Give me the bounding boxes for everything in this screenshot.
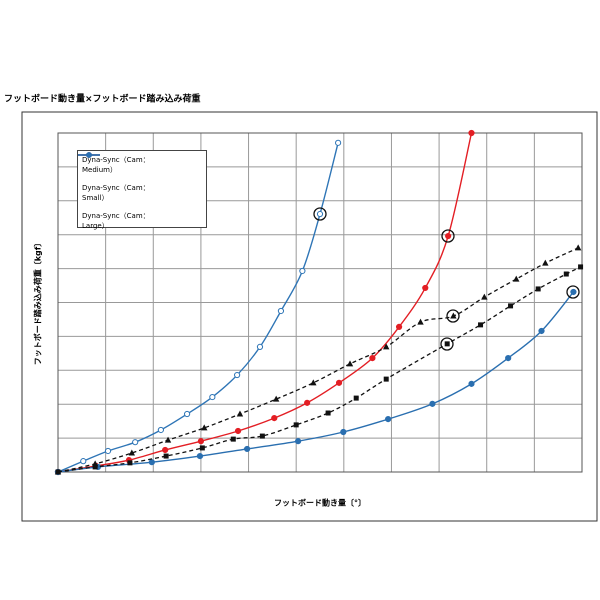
marker	[196, 452, 204, 460]
marker	[128, 449, 136, 456]
marker	[335, 379, 343, 386]
legend-marker	[86, 152, 92, 158]
marker	[445, 232, 452, 240]
legend-item: Dyna-Sync（Cam：Large）	[78, 152, 202, 231]
marker	[444, 341, 450, 347]
chart-frame	[21, 111, 598, 522]
highlight-ring	[441, 229, 455, 243]
highlight-ring	[440, 337, 454, 351]
marker	[429, 400, 436, 407]
marker	[199, 445, 205, 451]
y-axis-label: フットボード踏み込み荷重〔kgf〕	[33, 239, 43, 366]
series-markers	[55, 264, 584, 475]
plot-frame	[57, 132, 583, 473]
marker	[353, 395, 359, 401]
marker	[310, 379, 317, 386]
marker	[422, 284, 429, 292]
legend: Dyna-Sync（Cam：Medium） Dyna-Sync（Cam：Small…	[77, 150, 207, 231]
marker	[383, 343, 390, 350]
marker	[55, 469, 61, 475]
legend-swatch	[78, 152, 100, 158]
marker	[450, 312, 457, 319]
marker	[578, 264, 584, 270]
marker	[563, 271, 569, 277]
marker	[162, 446, 169, 454]
legend-label: Dyna-Sync（Cam：Large）	[82, 212, 150, 230]
marker	[230, 436, 236, 442]
marker	[164, 436, 172, 443]
highlight-ring	[446, 309, 460, 323]
marker	[197, 438, 205, 445]
marker	[148, 459, 155, 466]
series-markers	[54, 288, 577, 476]
highlight-ring	[566, 285, 580, 299]
highlight-ring	[313, 207, 327, 221]
marker	[80, 458, 87, 465]
x-axis-label: フットボード動き量〔°〕	[274, 498, 366, 508]
marker	[209, 393, 216, 401]
marker	[385, 416, 392, 423]
marker	[369, 354, 376, 362]
marker	[132, 439, 139, 446]
marker	[294, 438, 302, 445]
legend-item: Dyna-Sync（Cam：Small）	[78, 152, 202, 203]
marker	[92, 464, 98, 470]
series-line	[57, 266, 581, 473]
marker	[271, 414, 278, 422]
marker	[468, 129, 475, 137]
marker	[244, 445, 251, 453]
marker	[293, 422, 299, 428]
marker	[201, 424, 208, 431]
marker	[538, 327, 545, 335]
marker	[163, 453, 169, 459]
legend-label: Dyna-Sync（Cam：Small）	[82, 184, 150, 202]
marker	[340, 428, 347, 436]
marker	[468, 380, 475, 387]
marker	[481, 293, 488, 300]
marker	[259, 433, 265, 439]
marker	[508, 303, 514, 309]
marker	[277, 307, 285, 315]
plot	[54, 129, 584, 476]
legend-item: Dyna-Sync（Cam：Medium）	[78, 152, 202, 175]
marker	[513, 275, 520, 282]
marker	[478, 322, 484, 328]
marker	[574, 244, 582, 251]
marker	[299, 267, 306, 275]
marker	[335, 139, 342, 146]
marker	[157, 426, 164, 434]
marker	[535, 286, 541, 292]
marker	[383, 376, 389, 382]
chart-title: フットボード動き量×フットボード踏み込み荷重	[4, 93, 201, 105]
marker	[272, 395, 280, 402]
marker	[104, 447, 112, 455]
marker	[234, 371, 241, 379]
marker	[236, 410, 244, 417]
marker	[183, 410, 191, 418]
marker	[542, 259, 549, 266]
marker	[304, 399, 311, 406]
marker	[417, 318, 424, 325]
grid	[57, 132, 583, 473]
marker	[325, 410, 331, 416]
marker	[570, 288, 577, 296]
marker	[395, 323, 403, 331]
highlight-rings	[313, 207, 580, 351]
marker	[505, 354, 512, 362]
marker	[346, 360, 354, 367]
marker	[256, 343, 264, 351]
marker	[127, 460, 133, 466]
legend-label: Dyna-Sync（Cam：Medium）	[82, 156, 150, 174]
marker	[234, 427, 242, 435]
marker	[316, 210, 324, 218]
